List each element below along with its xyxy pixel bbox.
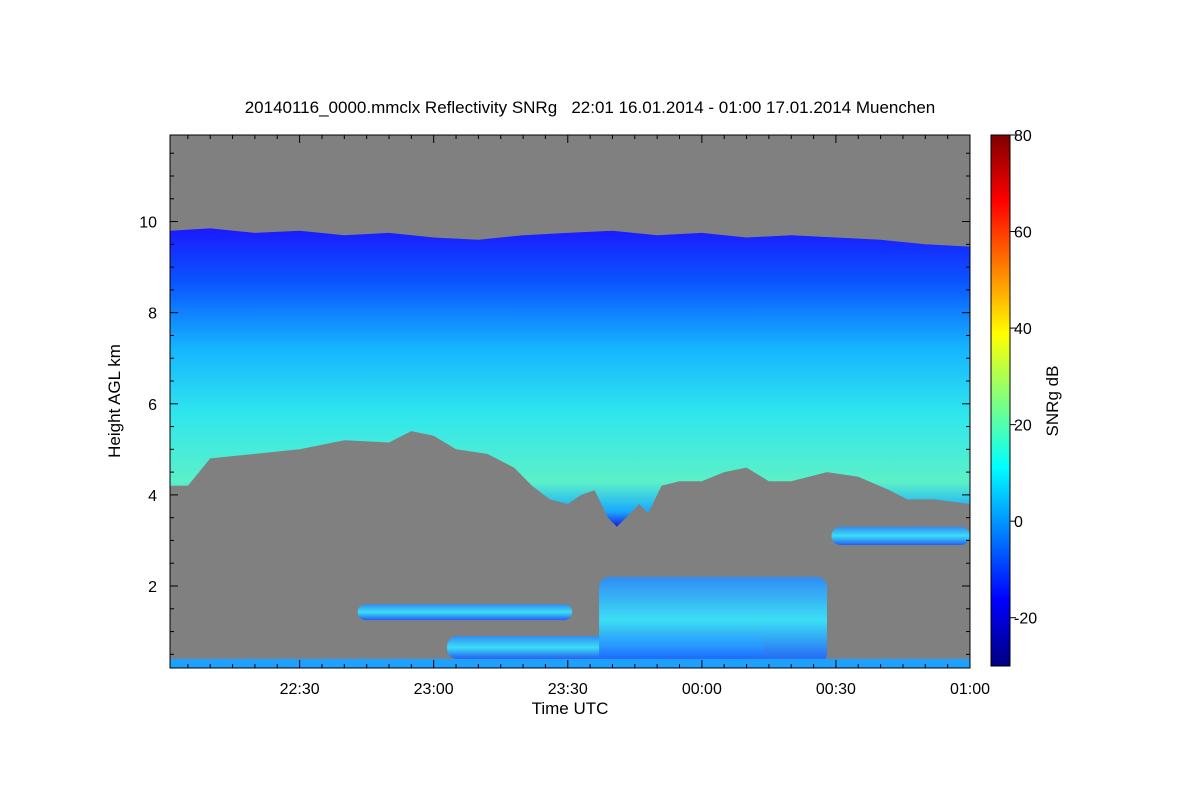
colorbar-tick-label: 20 (1014, 418, 1032, 435)
y-tick-label: 6 (148, 397, 157, 414)
y-tick-label: 8 (148, 306, 157, 323)
colorbar-tick-label: -20 (1014, 611, 1037, 628)
x-tick-label: 23:00 (414, 681, 454, 698)
x-tick-label: 22:30 (280, 681, 320, 698)
x-axis-label: Time UTC (532, 699, 609, 718)
cloud-layer-4 (831, 526, 970, 545)
x-tick-label: 23:30 (548, 681, 588, 698)
cloud-layer-1 (357, 604, 573, 621)
colorbar-label: SNRg dB (1043, 366, 1062, 437)
y-tick-label: 2 (148, 579, 157, 596)
y-axis-label: Height AGL km (105, 344, 124, 458)
x-tick-label: 00:00 (682, 681, 722, 698)
y-tick-label: 4 (148, 488, 157, 505)
cloud-layer-5 (170, 658, 970, 668)
colorbar-tick-label: 60 (1014, 225, 1032, 242)
reflectivity-data (170, 228, 970, 668)
colorbar-tick-label: 0 (1014, 514, 1023, 531)
upper-cloud-layer (170, 228, 970, 527)
cloud-layer-3 (599, 576, 827, 664)
chart-title: 20140116_0000.mmclx Reflectivity SNRg 22… (245, 98, 936, 117)
colorbar-tick-label: 80 (1014, 128, 1032, 145)
x-tick-label: 00:30 (816, 681, 856, 698)
colorbar (990, 134, 1011, 667)
x-tick-label: 01:00 (950, 681, 990, 698)
plot-frame (169, 134, 971, 669)
y-tick-label: 10 (139, 215, 157, 232)
colorbar-tick-label: 40 (1014, 321, 1032, 338)
